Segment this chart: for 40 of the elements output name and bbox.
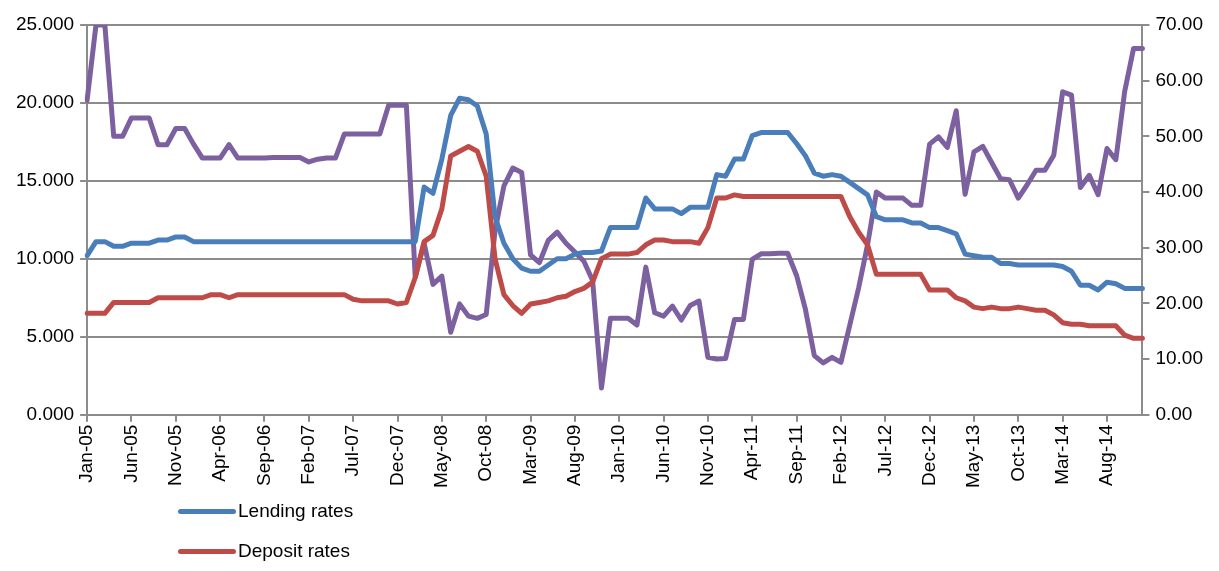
- x-tick-label: Jan-05: [75, 424, 97, 483]
- x-tick-label: Nov-10: [696, 424, 718, 486]
- x-tick-label: Dec-12: [917, 424, 939, 486]
- x-tick-label: May-08: [430, 424, 452, 488]
- y2-tick-label: 50.00: [1155, 124, 1203, 146]
- x-tick-label: Mar-09: [518, 424, 540, 485]
- x-tick-label: Jul-07: [341, 424, 363, 477]
- y-tick-label: 10.000: [15, 247, 75, 269]
- x-tick-label: Feb-07: [297, 424, 319, 485]
- x-tick-label: Sep-11: [784, 424, 806, 485]
- x-tick-label: Aug-09: [563, 424, 585, 486]
- y2-tick-label: 60.00: [1155, 68, 1203, 90]
- y-tick-label: 25.000: [15, 13, 75, 35]
- y-tick-label: 0.000: [26, 402, 75, 424]
- y-tick-label: 15.000: [15, 169, 75, 191]
- legend-label: Lending rates: [238, 500, 354, 522]
- y2-tick-label: 10.00: [1155, 347, 1203, 369]
- x-tick-label: Jan-10: [607, 424, 629, 483]
- x-tick-label: May-13: [962, 424, 984, 488]
- x-tick-label: Jun-05: [119, 424, 141, 483]
- y-tick-label: 5.000: [26, 324, 75, 346]
- x-tick-label: Oct-08: [474, 424, 496, 482]
- x-tick-label: Jun-10: [651, 424, 673, 483]
- x-tick-label: Apr-11: [740, 424, 762, 481]
- y2-tick-label: 0.00: [1155, 402, 1193, 424]
- y-tick-label: 20.000: [15, 91, 75, 113]
- x-tick-label: Jul-12: [873, 424, 895, 477]
- y2-tick-label: 30.00: [1155, 235, 1203, 257]
- x-tick-label: Oct-13: [1006, 424, 1028, 482]
- x-tick-label: Nov-05: [164, 424, 186, 486]
- x-tick-label: Apr-06: [208, 424, 230, 482]
- x-tick-label: Mar-14: [1050, 424, 1072, 485]
- y2-tick-label: 40.00: [1155, 180, 1203, 202]
- x-tick-label: Aug-14: [1095, 424, 1117, 486]
- y2-tick-label: 20.00: [1155, 291, 1203, 313]
- x-tick-label: Feb-12: [829, 424, 851, 485]
- x-tick-label: Dec-07: [385, 424, 407, 486]
- legend-label: Deposit rates: [238, 540, 350, 562]
- y2-tick-label: 70.00: [1155, 13, 1203, 35]
- x-tick-label: Sep-06: [252, 424, 274, 486]
